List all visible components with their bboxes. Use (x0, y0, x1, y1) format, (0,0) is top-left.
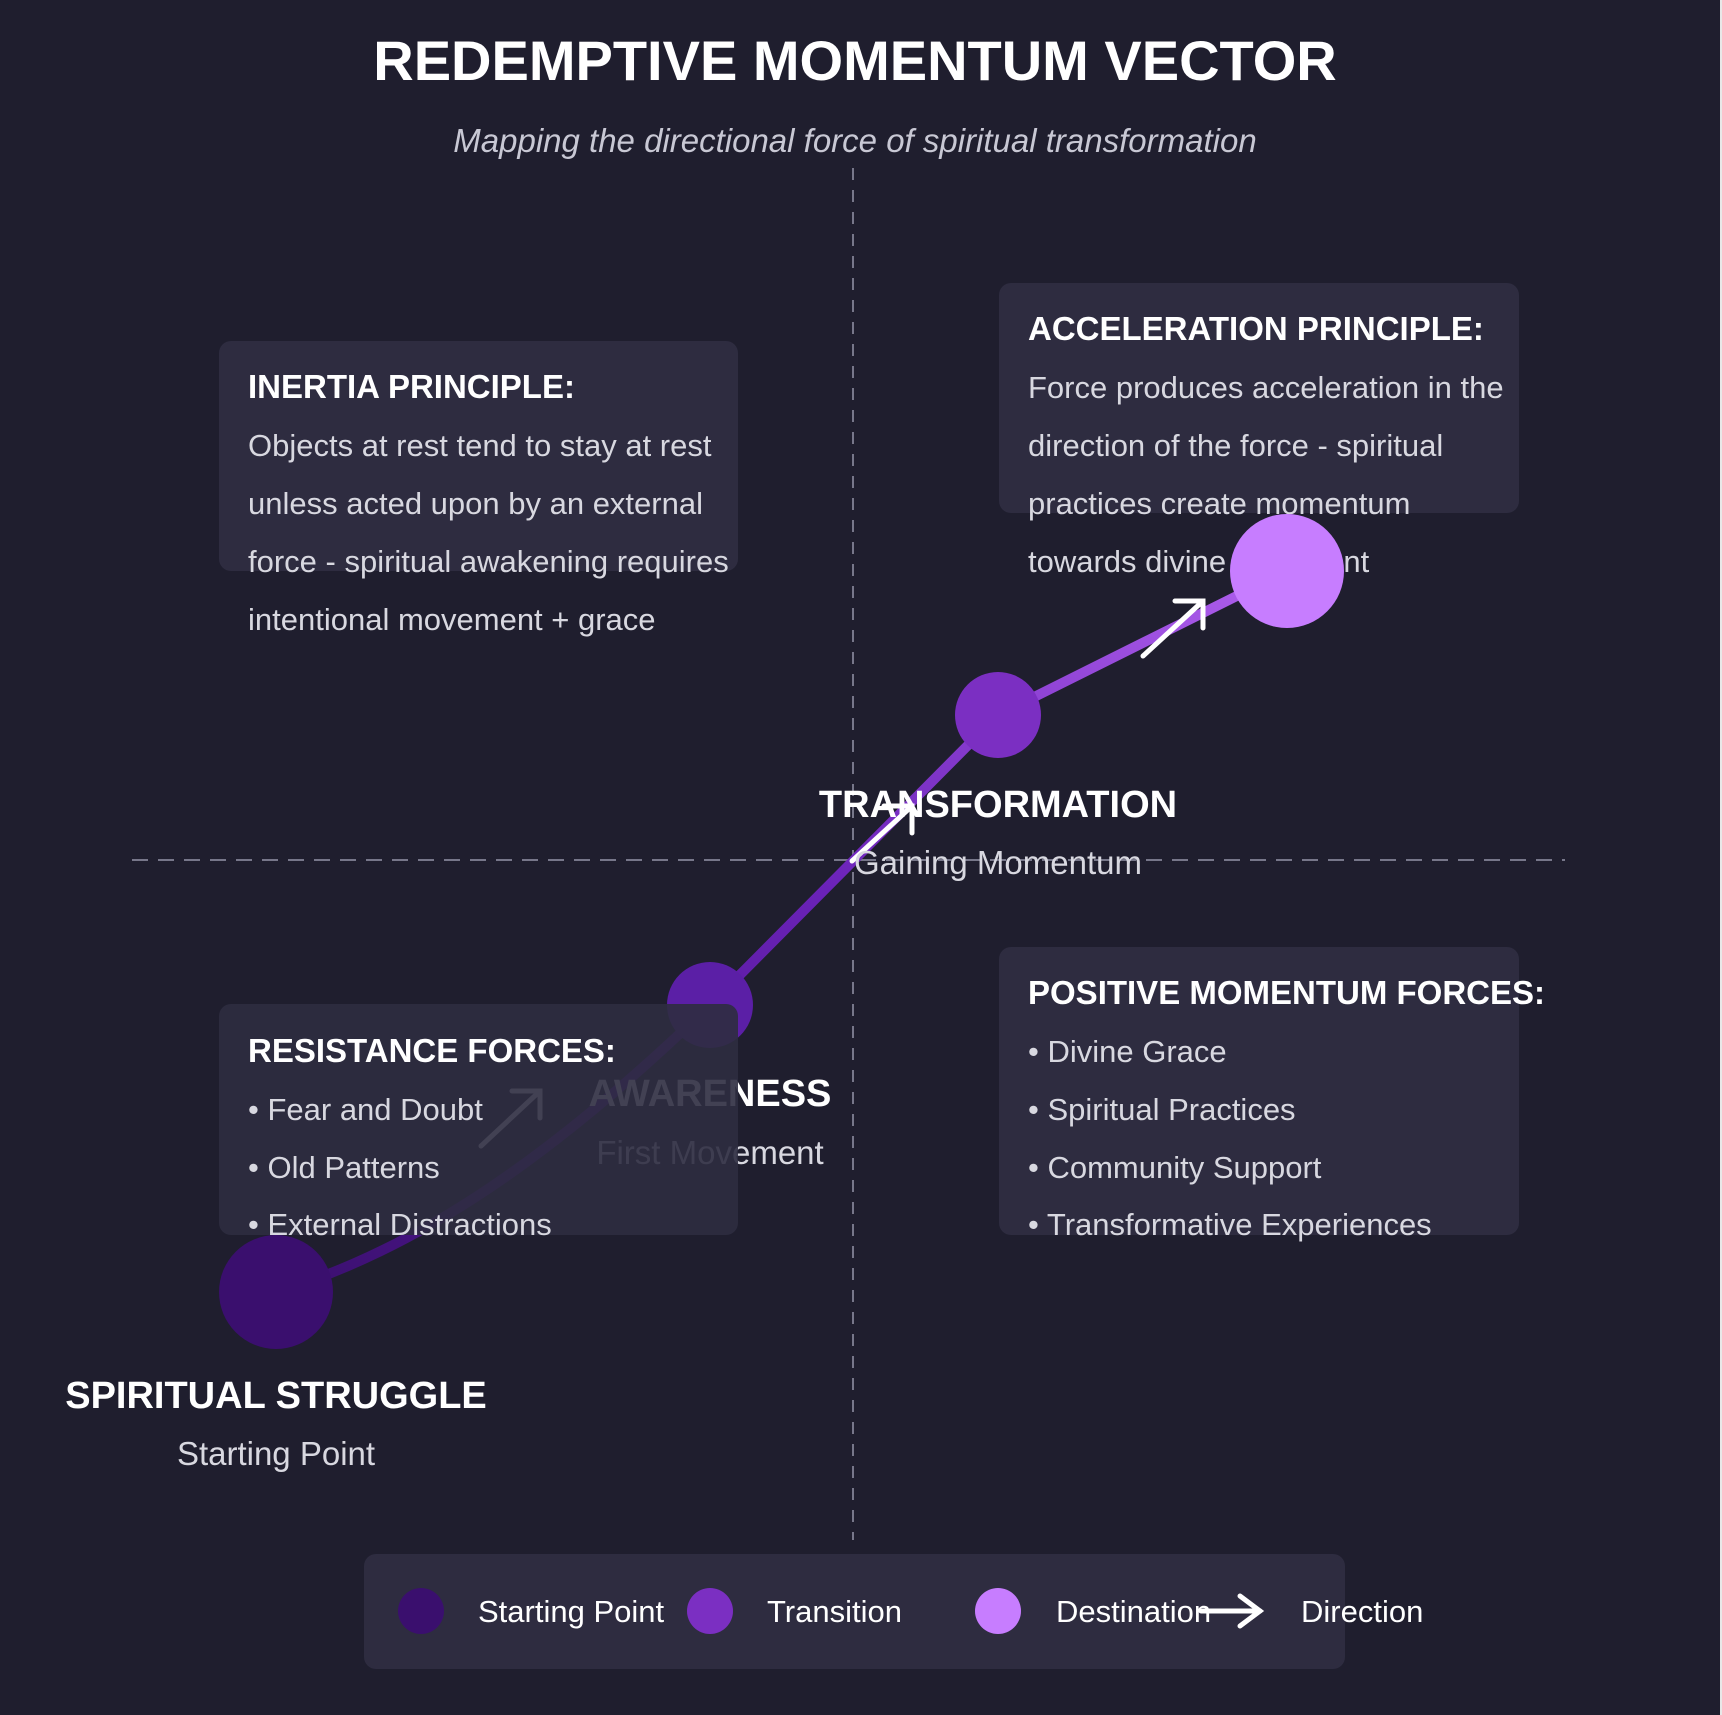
diagram-title: REDEMPTIVE MOMENTUM VECTOR (373, 29, 1336, 92)
inertia-panel-box (219, 341, 738, 571)
struggle-sublabel: Starting Point (177, 1435, 375, 1472)
right-edge-border (1720, 0, 1722, 1715)
inertia-panel-line: unless acted upon by an external (248, 486, 703, 521)
positive-forces-item: • Transformative Experiences (1028, 1207, 1432, 1242)
inertia-panel-line: Objects at rest tend to stay at rest (248, 428, 712, 463)
resistance-forces-item: • External Distractions (248, 1207, 552, 1242)
inertia-panel-title: INERTIA PRINCIPLE: (248, 368, 575, 405)
struggle-label: SPIRITUAL STRUGGLE (65, 1375, 487, 1417)
inertia-panel-line: force - spiritual awakening requires (248, 544, 729, 579)
transformation-sublabel: Gaining Momentum (854, 844, 1142, 881)
legend-box (364, 1554, 1345, 1669)
destination-node (1230, 514, 1344, 628)
legend-transition-swatch (687, 1588, 733, 1634)
positive-forces-item: • Community Support (1028, 1150, 1322, 1185)
legend: Starting Point Transition Destination Di… (364, 1554, 1423, 1669)
positive-forces-item: • Divine Grace (1028, 1034, 1227, 1069)
legend-destination-swatch (975, 1588, 1021, 1634)
resistance-forces-item: • Old Patterns (248, 1150, 440, 1185)
positive-forces-item: • Spiritual Practices (1028, 1092, 1296, 1127)
transformation-node (955, 672, 1041, 758)
direction-arrow (849, 803, 915, 864)
direction-arrow (1140, 598, 1206, 659)
legend-transition-label: Transition (767, 1594, 902, 1629)
acceleration-panel-title: ACCELERATION PRINCIPLE: (1028, 310, 1484, 347)
legend-direction-arrow-icon (1198, 1593, 1265, 1629)
acceleration-panel-box (999, 283, 1519, 513)
resistance-forces-panel-box (219, 1004, 738, 1235)
legend-direction-label: Direction (1301, 1594, 1423, 1629)
acceleration-panel-line: direction of the force - spiritual (1028, 428, 1443, 463)
struggle-node (219, 1235, 333, 1349)
legend-start-swatch (398, 1588, 444, 1634)
diagram-subtitle: Mapping the directional force of spiritu… (453, 122, 1256, 159)
acceleration-panel-line: practices create momentum (1028, 486, 1410, 521)
resistance-forces-item: • Fear and Doubt (248, 1092, 483, 1127)
inertia-panel-line: intentional movement + grace (248, 602, 656, 637)
positive-forces-panel-box (999, 947, 1519, 1235)
positive-forces-panel-title: POSITIVE MOMENTUM FORCES: (1028, 974, 1545, 1011)
acceleration-panel: ACCELERATION PRINCIPLE: Force produces a… (999, 283, 1519, 579)
legend-start-label: Starting Point (478, 1594, 664, 1629)
legend-destination-label: Destination (1056, 1594, 1211, 1629)
acceleration-panel-line: Force produces acceleration in the (1028, 370, 1504, 405)
positive-forces-panel: POSITIVE MOMENTUM FORCES: • Divine Grace… (999, 947, 1545, 1242)
resistance-forces-panel: RESISTANCE FORCES: • Fear and Doubt • Ol… (219, 1004, 738, 1242)
inertia-panel: INERTIA PRINCIPLE: Objects at rest tend … (219, 341, 738, 637)
transformation-label: TRANSFORMATION (819, 784, 1177, 826)
resistance-forces-panel-title: RESISTANCE FORCES: (248, 1032, 616, 1069)
